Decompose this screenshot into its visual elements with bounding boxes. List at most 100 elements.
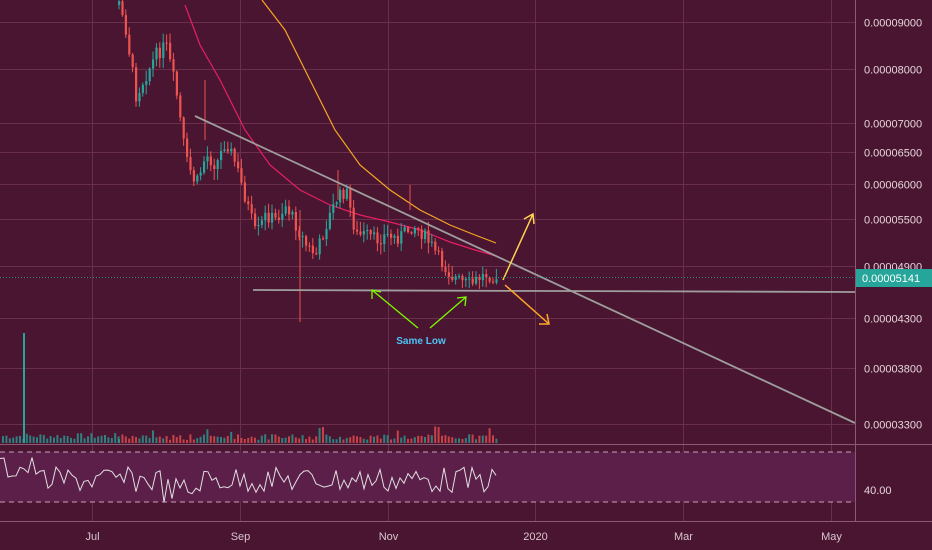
volume-bar	[70, 437, 72, 443]
volume-bar	[59, 438, 62, 443]
volume-bar	[342, 439, 345, 443]
candle-body	[369, 230, 372, 235]
candle-body	[192, 170, 195, 182]
volume-bar	[315, 436, 318, 443]
volume-bar	[110, 437, 113, 443]
volume-bar	[305, 439, 307, 443]
arrow-up-yellow	[502, 212, 535, 281]
candle-body	[349, 188, 352, 208]
candle-body	[158, 47, 161, 59]
candle-body	[444, 266, 447, 273]
candle-body	[152, 59, 155, 69]
volume-bar	[447, 436, 450, 443]
volume-bar	[145, 435, 148, 443]
volume-bar	[29, 435, 32, 443]
candle-body	[250, 204, 253, 214]
volume-bar	[25, 433, 28, 443]
time-tick-label: Nov	[379, 531, 399, 543]
volume-bar	[66, 436, 69, 443]
candle-body	[237, 161, 240, 169]
volume-bar	[179, 435, 182, 443]
volume-bar	[36, 437, 38, 443]
volume-bar	[254, 437, 256, 443]
volume-bar	[216, 436, 219, 443]
candle-body	[118, 1, 121, 5]
time-tick-label: May	[821, 531, 842, 543]
candle-body	[172, 59, 175, 72]
candle-body	[315, 253, 318, 255]
candle-body	[308, 245, 311, 247]
volume-bar	[335, 439, 338, 443]
arrow-green-left	[371, 289, 419, 329]
candle-body	[345, 188, 348, 199]
volume-bar	[308, 436, 311, 443]
volume-bar	[93, 437, 96, 443]
candle-body	[386, 233, 389, 235]
volume-bar	[277, 436, 280, 443]
volume-bar	[186, 439, 188, 443]
volume-bar	[118, 439, 120, 443]
price-axis: 0.00009000 0.00008000 0.00007000 0.00006500…	[864, 18, 922, 432]
candle-body	[447, 272, 450, 277]
candle-body	[390, 233, 393, 238]
candle-body	[373, 232, 376, 235]
volume-bar	[434, 426, 437, 443]
candle-body	[437, 250, 440, 252]
volume-bar	[417, 435, 420, 443]
candle-body	[213, 165, 216, 170]
candlesticks	[118, 0, 498, 322]
candle-body	[291, 212, 294, 215]
candle-body	[318, 238, 321, 255]
candle-body	[393, 235, 396, 238]
candle-body	[223, 149, 226, 151]
volume-bar	[209, 435, 212, 443]
price-tick-label: 0.00008000	[864, 65, 922, 77]
volume-bar	[257, 439, 260, 443]
last-price-value: 0.00005141	[862, 273, 920, 285]
volume-bar	[264, 434, 267, 443]
volume-bar	[80, 433, 83, 443]
volume-bar	[39, 434, 42, 443]
ma-fast-line	[184, 4, 497, 257]
candle-body	[124, 15, 127, 35]
volume-bar	[298, 438, 301, 443]
volume-spike	[23, 333, 25, 443]
descending-trendline[interactable]	[194, 115, 856, 424]
volume-bar	[345, 438, 348, 443]
volume-bar	[400, 437, 403, 443]
candle-body	[305, 236, 308, 246]
price-tick-label: 0.00003800	[864, 364, 922, 376]
volume-bar	[359, 437, 362, 443]
candle-body	[135, 67, 138, 102]
support-line[interactable]	[252, 289, 857, 293]
volume-bar	[492, 435, 494, 443]
grid-lines	[0, 0, 855, 521]
volume-bar	[339, 436, 341, 443]
price-tick-label: 0.00003300	[864, 420, 922, 432]
time-axis: Jul Sep Nov 2020 Mar May	[85, 531, 842, 543]
volume-bar	[288, 436, 290, 443]
drawings: Same Low	[194, 115, 857, 424]
price-tick-label: 0.00006500	[864, 148, 922, 160]
volume-bar	[223, 437, 226, 443]
volume-bar	[284, 437, 287, 443]
candle-body	[138, 92, 141, 102]
candle-body	[454, 276, 457, 280]
volume-bar	[226, 435, 229, 443]
volume-bar	[461, 438, 464, 443]
candle-body	[332, 204, 335, 213]
volume-bar	[271, 434, 273, 443]
candle-body	[216, 160, 219, 170]
candle-body	[471, 278, 474, 284]
volume-bar	[356, 436, 358, 443]
time-tick-label: Mar	[674, 531, 693, 543]
volume-bar	[196, 438, 199, 443]
rsi-pane: 40.00	[0, 444, 932, 503]
candle-body	[288, 206, 291, 215]
volume-bar	[233, 438, 236, 443]
candle-body	[271, 212, 274, 223]
candle-body	[335, 202, 338, 205]
same-low-label: Same Low	[396, 336, 446, 347]
volume-bar	[73, 438, 76, 443]
